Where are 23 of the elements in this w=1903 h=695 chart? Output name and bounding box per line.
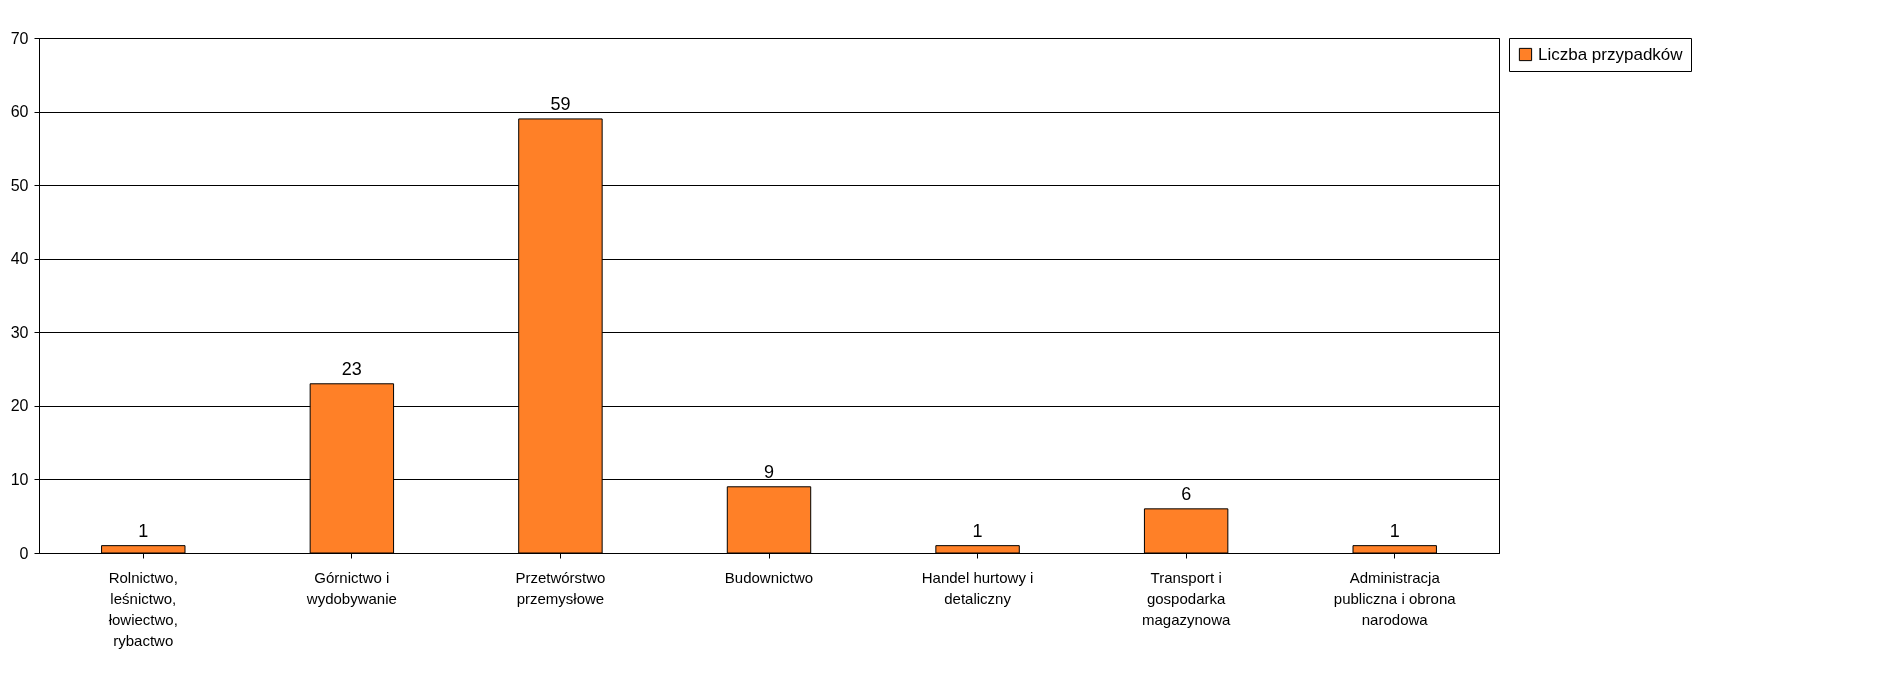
x-tick-label: Rolnictwo, leśnictwo, łowiectwo, rybactwo bbox=[108, 568, 178, 649]
data-label: 6 bbox=[1181, 483, 1192, 504]
data-label: 9 bbox=[763, 461, 775, 482]
data-label: 1 bbox=[138, 520, 149, 541]
y-tick-label: 50 bbox=[10, 176, 29, 194]
data-label: 59 bbox=[550, 93, 571, 114]
legend-label: Liczba przypadków bbox=[1538, 44, 1684, 64]
x-tick-label: Budownictwo bbox=[724, 568, 814, 586]
data-label: 23 bbox=[341, 358, 362, 379]
x-tick-label: Transport i gospodarka magazynowa bbox=[1141, 568, 1231, 628]
y-tick-label: 10 bbox=[10, 470, 29, 488]
x-tick-label: Górnictwo i wydobywanie bbox=[305, 568, 397, 607]
x-tick-label: Handel hurtowy i detaliczny bbox=[921, 568, 1034, 607]
y-tick-label: 20 bbox=[10, 397, 29, 415]
y-tick-label: 70 bbox=[10, 29, 29, 47]
data-label: 1 bbox=[1389, 520, 1400, 541]
y-tick-label: 40 bbox=[10, 250, 29, 268]
x-tick-label: Przetwórstwo przemysłowe bbox=[515, 568, 606, 607]
y-tick-label: 30 bbox=[10, 323, 29, 341]
data-label: 1 bbox=[972, 520, 983, 541]
y-tick-label: 0 bbox=[19, 544, 29, 562]
y-tick-label: 60 bbox=[10, 103, 29, 121]
x-tick-label: Administracja publiczna i obrona narodowa bbox=[1333, 568, 1457, 628]
